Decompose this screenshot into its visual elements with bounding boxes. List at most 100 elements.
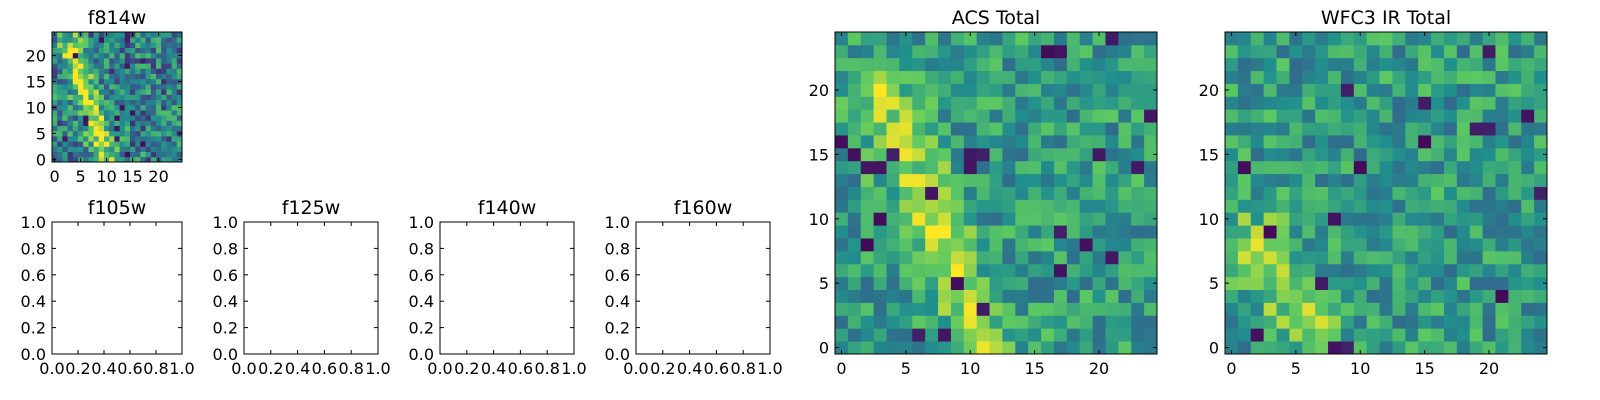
heatmap-cell [989, 44, 1003, 59]
heatmap-cell [52, 37, 58, 43]
heatmap-cell [1495, 238, 1509, 252]
heatmap-cell [989, 109, 1003, 123]
heatmap-cell [899, 315, 913, 329]
heatmap-cell [67, 42, 74, 48]
heatmap-cell [1263, 173, 1277, 187]
heatmap-cell [925, 238, 939, 252]
heatmap-cell [135, 156, 141, 163]
heatmap-cell [1105, 83, 1119, 97]
heatmap-cell [57, 104, 63, 111]
heatmap-cell [98, 125, 105, 132]
heatmap-cell [1015, 160, 1029, 175]
heatmap-cell [1079, 32, 1093, 46]
heatmap-cell [130, 94, 136, 100]
axes-frame [51, 221, 183, 355]
heatmap-cell [1250, 302, 1265, 316]
heatmap-cell [1418, 225, 1432, 239]
heatmap-cell [1340, 263, 1355, 278]
heatmap-cell [1041, 135, 1055, 149]
heatmap-cell [1066, 328, 1081, 342]
heatmap-cell [166, 110, 172, 116]
heatmap-cell [976, 122, 990, 136]
heatmap-cell [1534, 225, 1548, 239]
heatmap-cell [1405, 315, 1419, 329]
heatmap-cell [835, 315, 849, 329]
heatmap-cell [950, 96, 965, 110]
heatmap-cell [1431, 302, 1445, 316]
heatmap-cell [950, 199, 965, 213]
heatmap-cell [62, 84, 68, 90]
heatmap-cell [166, 151, 172, 158]
heatmap-cell [1237, 263, 1252, 278]
heatmap-cell [109, 151, 115, 158]
heatmap-cell [886, 135, 900, 149]
heatmap-cell [1225, 289, 1239, 303]
heatmap-cell [1041, 250, 1055, 265]
heatmap-cell [119, 136, 126, 142]
heatmap-cell [938, 83, 952, 97]
heatmap-cell [1105, 341, 1119, 355]
heatmap-cell [1092, 186, 1106, 200]
heatmap-cell [114, 52, 120, 59]
heatmap-cell [1002, 147, 1016, 162]
heatmap-cell [1041, 122, 1055, 136]
heatmap-cell [1092, 57, 1106, 72]
x-tick-label: 15 [1414, 359, 1434, 378]
heatmap-cell [88, 73, 94, 80]
x-tick-label: 20 [1479, 359, 1499, 378]
heatmap-cell [1469, 276, 1483, 290]
heatmap-cell [963, 122, 978, 136]
heatmap-cell [1534, 212, 1548, 226]
heatmap-cell [1302, 83, 1316, 97]
heatmap-cell [1066, 147, 1081, 162]
heatmap-cell [1237, 302, 1252, 316]
heatmap-cell [1315, 160, 1329, 175]
heatmap-cell [67, 37, 74, 43]
heatmap-cell [1366, 83, 1380, 97]
heatmap-cell [1315, 289, 1329, 303]
heatmap-cell [1237, 147, 1252, 162]
heatmap-cell [1053, 225, 1068, 239]
heatmap-cell [1456, 225, 1471, 239]
heatmap-cell [1418, 96, 1432, 110]
heatmap-cell [989, 302, 1003, 316]
heatmap-cell [1053, 263, 1068, 278]
heatmap-cell [912, 276, 926, 290]
heatmap-cell [1079, 276, 1093, 290]
heatmap-cell [1392, 263, 1406, 278]
heatmap-cell [135, 42, 141, 48]
panel-title: f125w [282, 197, 341, 219]
heatmap-cell [1092, 276, 1106, 290]
heatmap-cell [1482, 57, 1496, 72]
y-tick-label: 15 [26, 72, 46, 91]
heatmap-cell [873, 238, 887, 252]
heatmap-cell [135, 78, 141, 85]
heatmap-cell [1015, 276, 1029, 290]
heatmap-cell [1379, 96, 1393, 110]
heatmap-cell [1534, 160, 1548, 175]
heatmap-cell [1456, 238, 1471, 252]
heatmap-cell [1276, 315, 1290, 329]
heatmap-cell [1534, 147, 1548, 162]
x-tick-label: 15 [1024, 359, 1044, 378]
heatmap-cell [1079, 70, 1093, 84]
heatmap-cell [1028, 302, 1042, 316]
heatmap-cell [109, 47, 115, 54]
heatmap-cell [124, 73, 131, 80]
heatmap-cell [950, 328, 965, 342]
heatmap-cell [1379, 302, 1393, 316]
heatmap-cell [1353, 135, 1368, 149]
heatmap-cell [104, 52, 110, 59]
heatmap-cell [1302, 341, 1316, 355]
heatmap-cell [88, 115, 94, 121]
heatmap-cell [976, 70, 990, 84]
heatmap-cell [156, 115, 162, 121]
axes-frame [243, 221, 379, 355]
heatmap-cell [860, 250, 875, 265]
heatmap-cell [145, 104, 152, 111]
heatmap-cell [912, 173, 926, 187]
heatmap-cell [1002, 122, 1016, 136]
heatmap-cell [83, 130, 89, 137]
heatmap-cell [938, 122, 952, 136]
heatmap-cell [1353, 315, 1368, 329]
